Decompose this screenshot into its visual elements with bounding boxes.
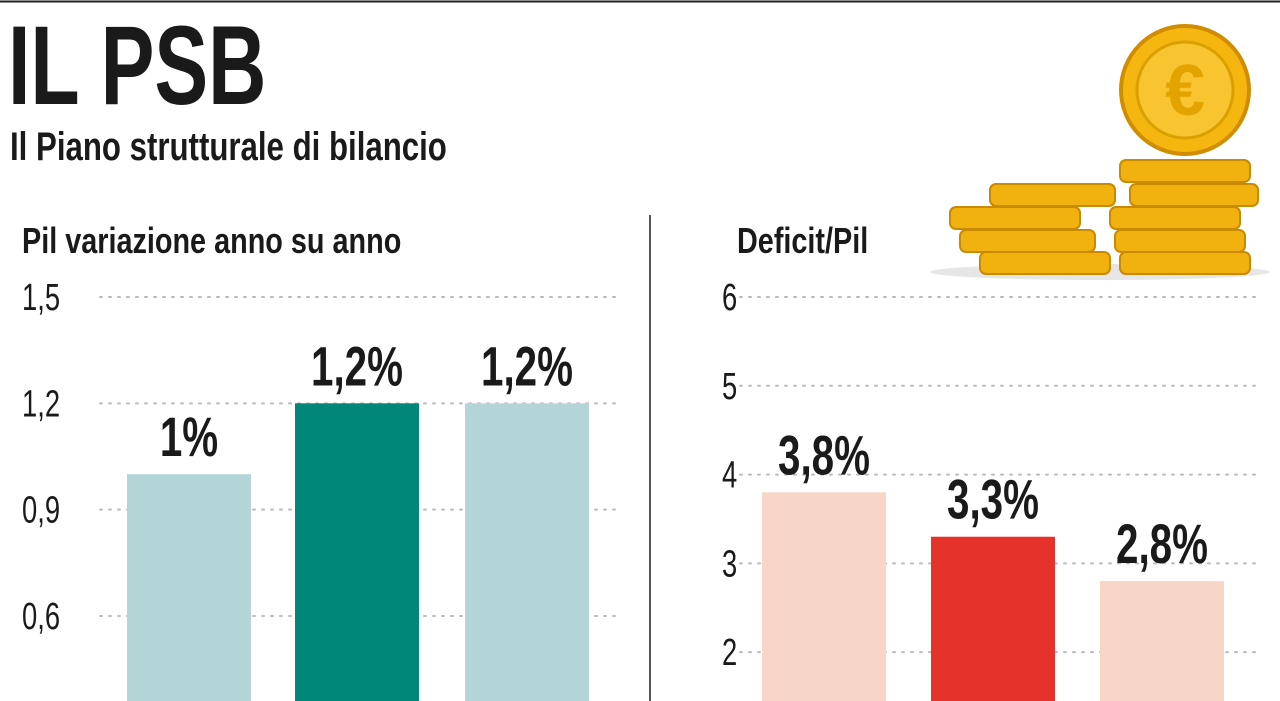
bar (762, 492, 886, 701)
value-label: 3,3% (947, 468, 1039, 531)
bar (127, 474, 251, 701)
value-label: 1,2% (481, 334, 573, 397)
y-tick-label: 4 (722, 455, 737, 497)
y-tick-label: 5 (722, 366, 737, 408)
y-tick-label: 1,2 (22, 383, 60, 425)
bar (931, 536, 1055, 701)
page-title: IL PSB (8, 3, 266, 128)
bar (1100, 581, 1224, 701)
value-label: 3,8% (778, 423, 870, 486)
value-label: 1,2% (311, 334, 403, 397)
y-tick-label: 6 (722, 277, 737, 319)
y-tick-label: 2 (722, 632, 737, 674)
svg-text:€: € (1165, 51, 1205, 131)
bar (295, 403, 419, 701)
chart-title: Pil variazione anno su anno (22, 220, 401, 261)
bar (465, 403, 589, 701)
y-tick-label: 0,6 (22, 596, 60, 638)
value-label: 1% (160, 405, 218, 468)
chart-title: Deficit/Pil (737, 220, 868, 261)
y-tick-label: 3 (722, 543, 737, 585)
y-tick-label: 0,9 (22, 490, 60, 532)
y-tick-label: 1,5 (22, 277, 60, 319)
coins-illustration: € (930, 24, 1270, 280)
value-label: 2,8% (1116, 512, 1208, 575)
page-subtitle: Il Piano strutturale di bilancio (10, 125, 447, 169)
